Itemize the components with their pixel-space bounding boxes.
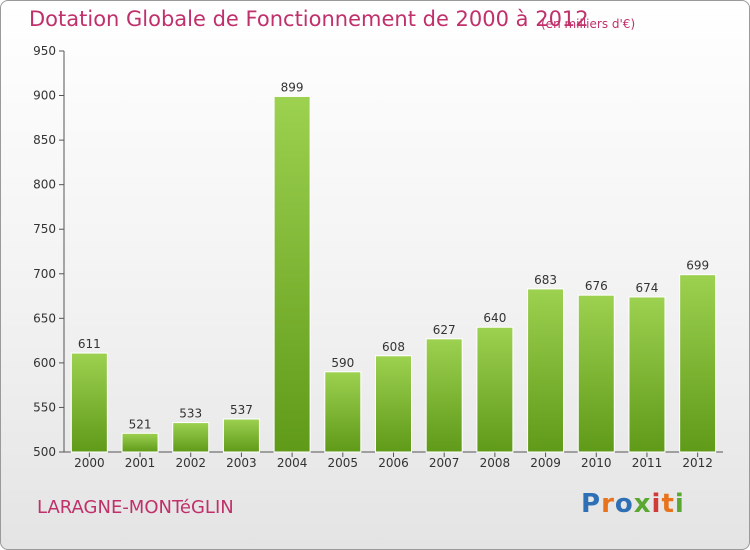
y-tick-label: 700 bbox=[33, 267, 56, 281]
bar-2007 bbox=[425, 338, 463, 453]
value-label-2001: 521 bbox=[129, 417, 152, 431]
x-tick-label-2009: 2009 bbox=[530, 456, 561, 470]
logo-letter: i bbox=[674, 489, 685, 519]
x-tick-label-2006: 2006 bbox=[378, 456, 409, 470]
value-label-2008: 640 bbox=[483, 311, 506, 325]
bar-2010 bbox=[577, 294, 615, 453]
chart-unit: (en milliers d'€) bbox=[541, 17, 636, 31]
value-label-2011: 674 bbox=[636, 281, 659, 295]
value-label-2010: 676 bbox=[585, 279, 608, 293]
value-label-2009: 683 bbox=[534, 273, 557, 287]
bar-2005 bbox=[324, 371, 362, 453]
logo-letter: x bbox=[633, 489, 652, 519]
commune-name: LARAGNE-MONTéGLIN bbox=[37, 497, 234, 518]
x-tick-label-2003: 2003 bbox=[226, 456, 257, 470]
value-label-2000: 611 bbox=[78, 337, 101, 351]
bar-2008 bbox=[476, 326, 514, 453]
y-axis: 500 550 600 650 700 750 800 850 900 950 bbox=[33, 44, 65, 459]
bar-2002 bbox=[172, 422, 210, 453]
logo-letter: P bbox=[581, 489, 602, 519]
x-tick-label-2008: 2008 bbox=[480, 456, 511, 470]
x-axis: 2000 2001 2002 2003 2004 2005 2006 2007 2008 2009… bbox=[64, 451, 723, 470]
y-tick-label: 900 bbox=[33, 89, 56, 103]
bar-2012 bbox=[679, 274, 717, 453]
chart-title: Dotation Globale de Fonctionnement de 20… bbox=[29, 7, 589, 31]
x-tick-label-2004: 2004 bbox=[277, 456, 308, 470]
x-tick-label-2000: 2000 bbox=[74, 456, 105, 470]
y-tick-label: 500 bbox=[33, 445, 56, 459]
bars bbox=[70, 95, 717, 453]
proxiti-logo: Proxiti bbox=[581, 489, 685, 519]
y-tick-label: 750 bbox=[33, 222, 56, 236]
x-tick-label-2005: 2005 bbox=[328, 456, 359, 470]
value-label-2007: 627 bbox=[433, 323, 456, 337]
y-tick-label: 600 bbox=[33, 356, 56, 370]
value-label-2003: 537 bbox=[230, 403, 253, 417]
bar-2006 bbox=[375, 355, 412, 453]
y-tick-label: 950 bbox=[33, 44, 56, 58]
bar-2011 bbox=[628, 296, 666, 453]
y-tick-label: 650 bbox=[33, 311, 56, 325]
y-tick-label: 550 bbox=[33, 400, 56, 414]
x-tick-label-2011: 2011 bbox=[632, 456, 663, 470]
logo-letter: o bbox=[614, 489, 634, 519]
y-tick-label: 850 bbox=[33, 133, 56, 147]
x-tick-label-2010: 2010 bbox=[581, 456, 612, 470]
bar-2000 bbox=[70, 352, 108, 453]
value-label-2006: 608 bbox=[382, 340, 405, 354]
value-labels: 611 521 533 537 899 590 608 627 640 683 676 674 699 bbox=[78, 80, 709, 431]
logo-letter: r bbox=[601, 489, 615, 519]
value-label-2002: 533 bbox=[179, 407, 202, 421]
x-tick-label-2007: 2007 bbox=[429, 456, 460, 470]
bar-2009 bbox=[527, 288, 565, 453]
value-label-2005: 590 bbox=[331, 356, 354, 370]
bar-2004 bbox=[273, 95, 311, 453]
logo-letter: i bbox=[651, 489, 662, 519]
logo-letter: t bbox=[661, 489, 675, 519]
x-tick-label-2002: 2002 bbox=[175, 456, 206, 470]
value-label-2012: 699 bbox=[686, 259, 709, 273]
bar-2003 bbox=[222, 418, 260, 453]
value-label-2004: 899 bbox=[281, 80, 304, 94]
y-tick-label: 800 bbox=[33, 178, 56, 192]
bar-2001 bbox=[121, 432, 159, 453]
x-tick-label-2001: 2001 bbox=[125, 456, 156, 470]
x-tick-label-2012: 2012 bbox=[682, 456, 713, 470]
